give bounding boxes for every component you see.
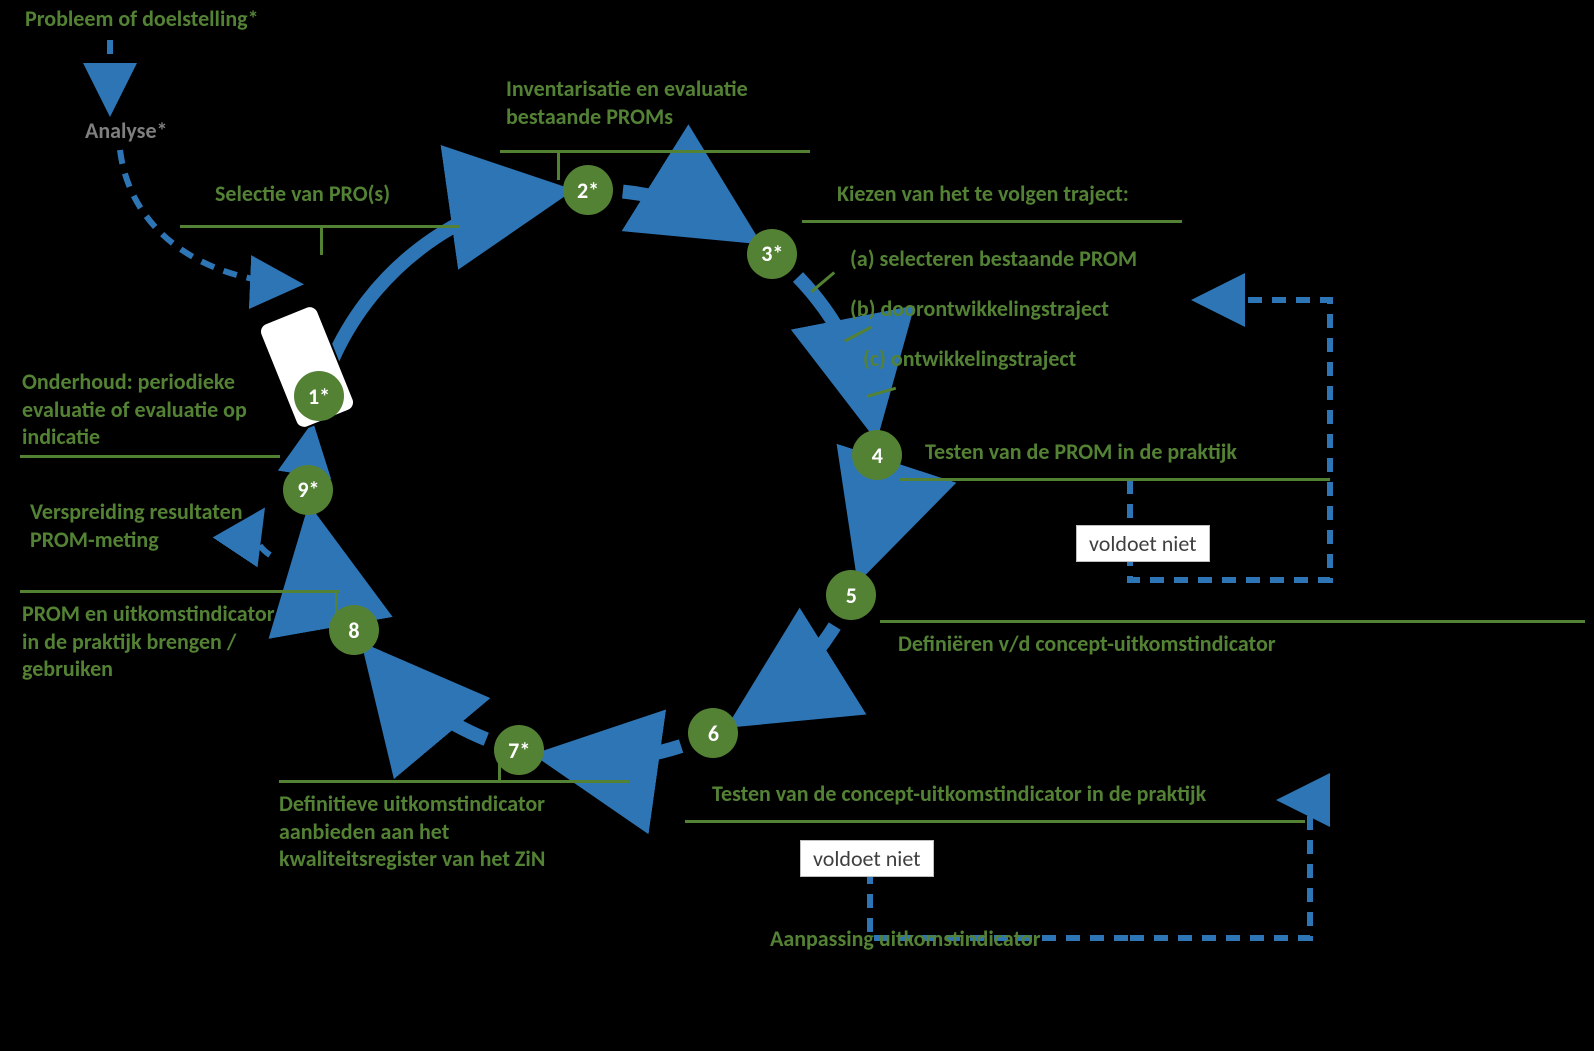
label-n2: Inventarisatie en evaluatie bestaande PR… — [506, 75, 748, 130]
label-n8: PROM en uitkomstindicator in de praktijk… — [22, 600, 275, 683]
node-n8: 8 — [329, 605, 379, 655]
label-n6b: Aanpassing uitkomstindicator — [770, 925, 1041, 953]
node-n2: 2* — [563, 165, 613, 215]
box-fail6: voldoet niet — [800, 840, 934, 877]
underline-n3 — [802, 220, 1182, 223]
underline-n7 — [279, 780, 629, 783]
label-n1: Selectie van PRO(s) — [215, 180, 390, 208]
label-n7: Definitieve uitkomstindicator aanbieden … — [279, 790, 545, 873]
node-n3: 3* — [747, 229, 797, 279]
stub-n2 — [557, 150, 560, 180]
underline-n6 — [685, 820, 1305, 823]
stub-n1 — [320, 225, 323, 255]
label-n8b: Verspreiding resultaten PROM-meting — [30, 498, 243, 553]
underline-n5 — [880, 620, 1585, 623]
label-n4: Testen van de PROM in de praktijk — [925, 438, 1237, 466]
label-n3b: (b) doorontwikkelingstraject — [850, 295, 1109, 323]
underline-n2 — [500, 150, 810, 153]
label-n3: Kiezen van het te volgen traject: — [837, 180, 1129, 208]
label-problem: Probleem of doelstelling* — [25, 5, 259, 33]
label-n3c: (c) ontwikkelingstraject — [863, 345, 1076, 373]
underline-n4 — [900, 478, 1330, 481]
box-fail4: voldoet niet — [1076, 525, 1210, 562]
node-n9: 9* — [283, 465, 333, 515]
label-analysis: Analyse* — [85, 117, 168, 145]
underline-n9 — [20, 455, 280, 458]
label-n9: Onderhoud: periodieke evaluatie of evalu… — [22, 368, 247, 451]
label-n6: Testen van de concept-uitkomstindicator … — [712, 780, 1206, 808]
label-n5: Definiëren v/d concept-uitkomstindicator — [898, 630, 1276, 658]
underline-n8 — [20, 590, 340, 593]
diagram-root: Probleem of doelstelling* Analyse* Selec… — [0, 0, 1594, 1051]
label-n3a: (a) selecteren bestaande PROM — [850, 245, 1137, 273]
